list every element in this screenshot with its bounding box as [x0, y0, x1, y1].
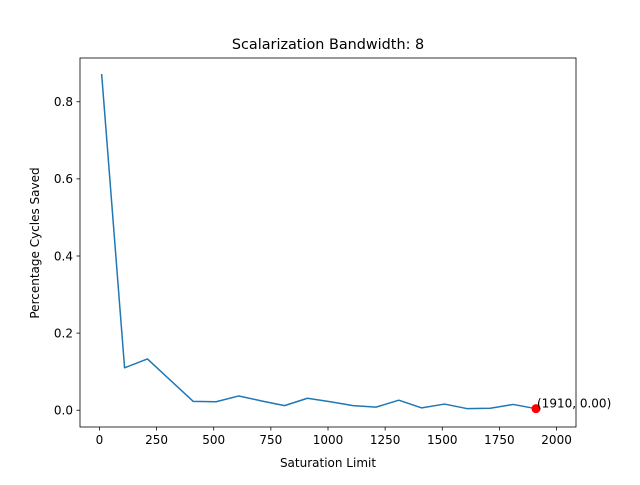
- y-tick-label: 0.8: [54, 95, 73, 109]
- y-tick-label: 0.4: [54, 249, 73, 263]
- x-tick-label: 2000: [541, 433, 572, 447]
- series-line: [100, 73, 537, 410]
- y-tick-label: 0.6: [54, 172, 73, 186]
- x-tick-label: 1000: [313, 433, 344, 447]
- x-tick-label: 500: [202, 433, 225, 447]
- x-tick-label: 1750: [484, 433, 515, 447]
- x-axis: 0 250 500 750 1000 1250 1500 1750 2000: [96, 427, 572, 447]
- y-axis-label: Percentage Cycles Saved: [28, 167, 42, 318]
- x-axis-label: Saturation Limit: [280, 456, 376, 470]
- x-tick-label: 250: [145, 433, 168, 447]
- x-tick-label: 0: [96, 433, 104, 447]
- highlight-point: [531, 404, 541, 414]
- x-tick-label: 750: [259, 433, 282, 447]
- y-tick-label: 0.2: [54, 326, 73, 340]
- y-axis: 0.0 0.2 0.4 0.6 0.8: [54, 95, 80, 418]
- x-tick-label: 1500: [427, 433, 458, 447]
- chart-title: Scalarization Bandwidth: 8: [232, 37, 424, 53]
- highlight-annotation: (1910, 0.00): [537, 397, 611, 411]
- y-tick-label: 0.0: [54, 404, 73, 418]
- x-tick-label: 1250: [370, 433, 401, 447]
